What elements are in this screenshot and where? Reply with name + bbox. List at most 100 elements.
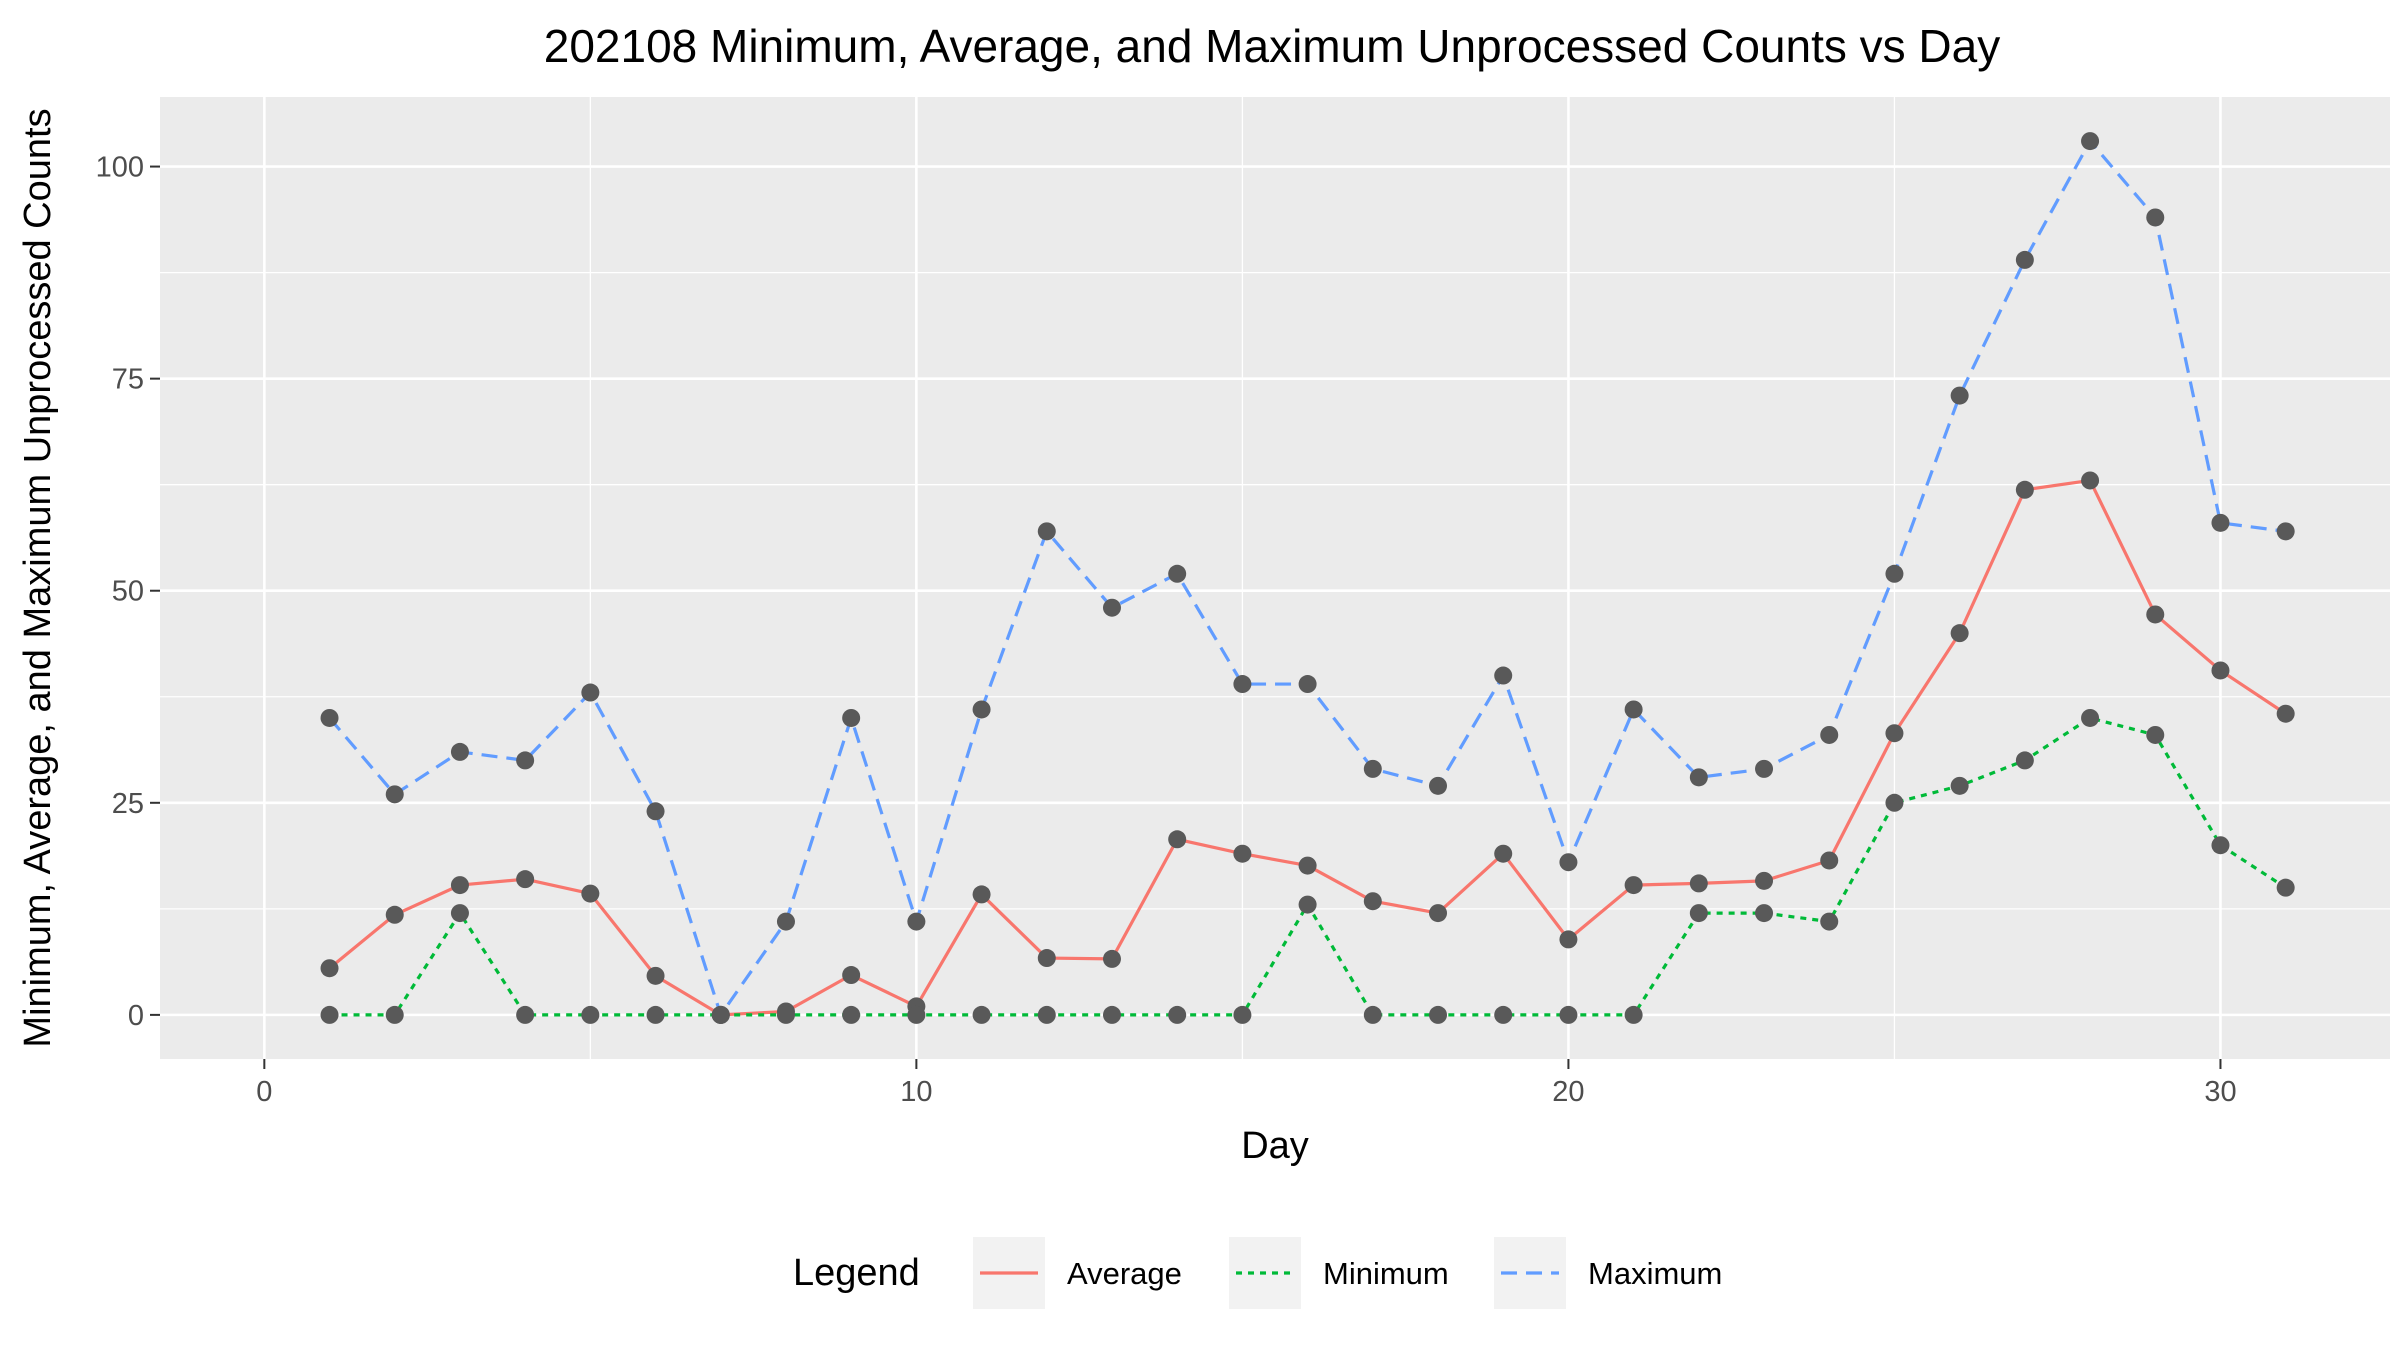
data-point-average bbox=[320, 959, 339, 978]
legend: Legend Average Minimum Maximum bbox=[793, 1237, 1722, 1309]
data-point-minimum bbox=[776, 1005, 795, 1024]
data-point-average bbox=[842, 966, 861, 985]
data-point-maximum bbox=[711, 1005, 730, 1024]
data-point-minimum bbox=[1494, 1005, 1513, 1024]
data-point-average bbox=[1298, 856, 1317, 875]
data-point-maximum bbox=[450, 742, 469, 761]
data-point-maximum bbox=[1429, 776, 1448, 795]
plot-panel bbox=[160, 97, 2390, 1059]
data-point-maximum bbox=[972, 700, 991, 719]
data-point-minimum bbox=[2211, 836, 2230, 855]
data-point-average bbox=[1429, 904, 1448, 923]
y-tick-label: 75 bbox=[112, 364, 144, 396]
data-point-maximum bbox=[646, 802, 665, 821]
data-point-average bbox=[972, 885, 991, 904]
data-point-minimum bbox=[1755, 904, 1774, 923]
data-point-average bbox=[1037, 949, 1056, 968]
data-point-minimum bbox=[1689, 904, 1708, 923]
data-point-minimum bbox=[450, 904, 469, 923]
data-point-average bbox=[2146, 605, 2165, 624]
x-tick-label: 20 bbox=[1552, 1076, 1584, 1108]
data-point-minimum bbox=[2276, 878, 2295, 897]
data-point-minimum bbox=[2146, 725, 2165, 744]
data-point-minimum bbox=[1950, 776, 1969, 795]
data-point-maximum bbox=[1298, 675, 1317, 694]
data-point-maximum bbox=[1037, 522, 1056, 541]
data-point-average bbox=[1689, 874, 1708, 893]
data-point-maximum bbox=[776, 912, 795, 931]
data-point-average bbox=[516, 870, 535, 889]
x-axis-ticks: 0 10 20 30 bbox=[256, 1059, 2237, 1108]
data-point-maximum bbox=[1559, 853, 1578, 872]
y-tick-label: 50 bbox=[112, 576, 144, 608]
data-point-average bbox=[1820, 851, 1839, 870]
data-point-average bbox=[1624, 876, 1643, 895]
data-point-minimum bbox=[1233, 1005, 1252, 1024]
data-point-minimum bbox=[1429, 1005, 1448, 1024]
legend-label: Minimum bbox=[1323, 1256, 1449, 1291]
data-point-average bbox=[2081, 471, 2100, 490]
data-point-maximum bbox=[516, 751, 535, 770]
data-point-minimum bbox=[1363, 1005, 1382, 1024]
data-point-maximum bbox=[385, 785, 404, 804]
data-point-minimum bbox=[646, 1005, 665, 1024]
data-point-average bbox=[2015, 480, 2034, 499]
data-point-minimum bbox=[1624, 1005, 1643, 1024]
data-point-minimum bbox=[1037, 1005, 1056, 1024]
data-point-average bbox=[1494, 844, 1513, 863]
data-point-average bbox=[581, 884, 600, 903]
data-point-minimum bbox=[1820, 912, 1839, 931]
data-point-maximum bbox=[842, 708, 861, 727]
data-point-maximum bbox=[320, 708, 339, 727]
data-point-average bbox=[2276, 704, 2295, 723]
data-point-average bbox=[1755, 871, 1774, 890]
data-point-maximum bbox=[1950, 386, 1969, 405]
x-tick-label: 30 bbox=[2204, 1076, 2236, 1108]
data-point-minimum bbox=[1168, 1005, 1187, 1024]
legend-item-minimum: Minimum bbox=[1229, 1237, 1449, 1309]
data-point-minimum bbox=[1102, 1005, 1121, 1024]
data-point-maximum bbox=[1233, 675, 1252, 694]
data-point-average bbox=[1168, 830, 1187, 849]
data-point-maximum bbox=[1755, 759, 1774, 778]
data-point-average bbox=[385, 905, 404, 924]
x-tick-label: 10 bbox=[900, 1076, 932, 1108]
data-point-minimum bbox=[2081, 708, 2100, 727]
legend-label: Maximum bbox=[1588, 1256, 1722, 1291]
data-point-maximum bbox=[1820, 725, 1839, 744]
legend-title: Legend bbox=[793, 1252, 920, 1294]
data-point-maximum bbox=[1885, 564, 1904, 583]
data-point-maximum bbox=[1494, 666, 1513, 685]
x-axis-title: Day bbox=[1241, 1125, 1309, 1167]
chart-title: 202108 Minimum, Average, and Maximum Unp… bbox=[544, 20, 2001, 72]
data-point-minimum bbox=[385, 1005, 404, 1024]
data-point-maximum bbox=[1624, 700, 1643, 719]
data-point-average bbox=[2211, 661, 2230, 680]
data-point-minimum bbox=[2015, 751, 2034, 770]
data-point-average bbox=[1363, 892, 1382, 911]
data-point-maximum bbox=[1168, 564, 1187, 583]
y-tick-label: 100 bbox=[96, 152, 144, 184]
data-point-maximum bbox=[581, 683, 600, 702]
data-point-maximum bbox=[2276, 522, 2295, 541]
data-point-minimum bbox=[1298, 895, 1317, 914]
data-point-minimum bbox=[1559, 1005, 1578, 1024]
data-point-average bbox=[1102, 949, 1121, 968]
data-point-minimum bbox=[842, 1005, 861, 1024]
data-point-maximum bbox=[2146, 208, 2165, 227]
data-point-average bbox=[1233, 844, 1252, 863]
data-point-average bbox=[1950, 624, 1969, 643]
data-point-minimum bbox=[516, 1005, 535, 1024]
data-point-maximum bbox=[1363, 759, 1382, 778]
data-point-average bbox=[1559, 930, 1578, 949]
data-point-maximum bbox=[907, 912, 926, 931]
data-point-maximum bbox=[2081, 132, 2100, 151]
y-axis-title: Minimum, Average, and Maximum Unprocesse… bbox=[17, 108, 59, 1047]
data-point-average bbox=[450, 876, 469, 895]
data-point-minimum bbox=[320, 1005, 339, 1024]
grid-minor bbox=[160, 97, 2390, 1059]
y-axis-ticks: 0 25 50 75 100 bbox=[96, 152, 160, 1032]
data-point-maximum bbox=[2211, 513, 2230, 532]
data-point-minimum bbox=[907, 1005, 926, 1024]
